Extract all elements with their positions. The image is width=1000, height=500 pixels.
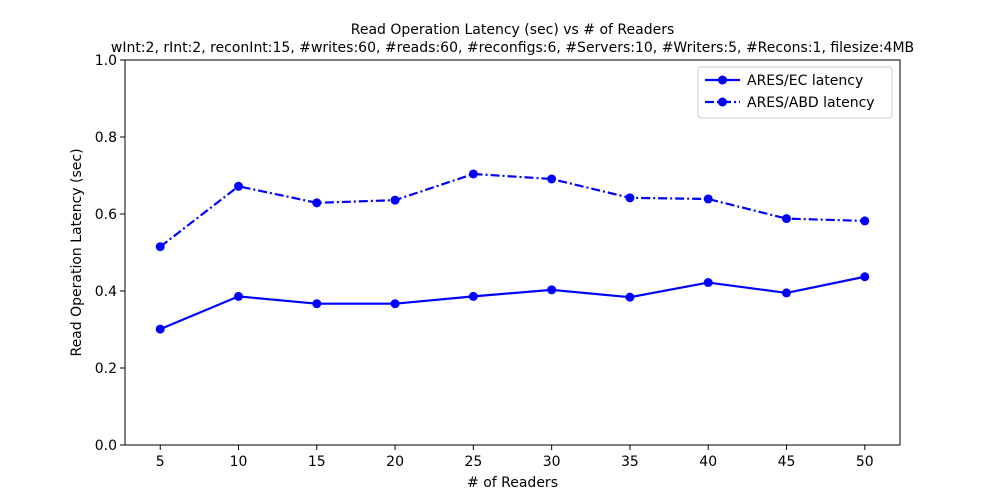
x-tick-label: 10 [230,454,248,470]
legend-label-abd: ARES/ABD latency [747,95,875,111]
x-tick-label: 25 [464,454,482,470]
data-point-abd [468,169,478,179]
x-tick-label: 15 [308,454,326,470]
data-point-ec [547,285,557,295]
legend-marker-abd [718,97,727,107]
legend: ARES/EC latency ARES/ABD latency [697,66,893,119]
data-point-abd [781,214,791,224]
plot-frame [124,59,901,446]
y-tick-label: 0.6 [95,207,117,223]
series-line-ec [159,275,865,331]
data-point-ec [312,299,322,309]
y-tick-label: 0.8 [95,130,117,146]
data-point-ec [625,292,635,302]
data-point-abd [547,174,557,184]
data-point-abd [390,195,400,205]
y-tick-label: 1.0 [95,53,117,69]
data-point-ec [860,272,870,282]
chart-subtitle: wInt:2, rInt:2, reconInt:15, #writes:60,… [111,40,914,56]
data-point-abd [860,216,870,226]
series-group [155,169,870,334]
x-tick-label: 50 [856,454,874,470]
y-axis-label: Read Operation Latency (sec) [69,148,85,356]
x-tick-label: 45 [778,454,796,470]
data-point-ec [468,291,478,301]
data-point-ec [703,278,713,288]
y-tick-label: 0.0 [95,438,117,454]
x-tick-label: 5 [156,454,165,470]
legend-marker-ec [718,75,727,85]
x-tick-label: 40 [699,454,717,470]
legend-label-ec: ARES/EC latency [747,73,863,89]
legend-box [697,66,893,119]
series-line-abd [159,172,865,248]
data-point-abd [703,194,713,204]
x-tick-label: 30 [543,454,561,470]
data-point-ec [390,299,400,309]
data-point-ec [155,324,165,334]
data-point-ec [781,288,791,298]
y-tick-label: 0.4 [95,284,117,300]
chart-title: Read Operation Latency (sec) vs # of Rea… [351,22,675,38]
axis-ticks: 5 10 15 20 25 30 35 40 45 50 0.0 0.2 0.4 0.6 0.8 1.0 [95,53,874,470]
x-axis-label: # of Readers [467,475,558,491]
data-point-abd [312,198,322,208]
data-point-abd [155,242,165,252]
x-tick-label: 20 [386,454,404,470]
data-point-abd [234,181,244,191]
data-point-abd [625,193,635,203]
data-point-ec [234,291,244,301]
x-tick-label: 35 [621,454,639,470]
y-tick-label: 0.2 [95,361,117,377]
